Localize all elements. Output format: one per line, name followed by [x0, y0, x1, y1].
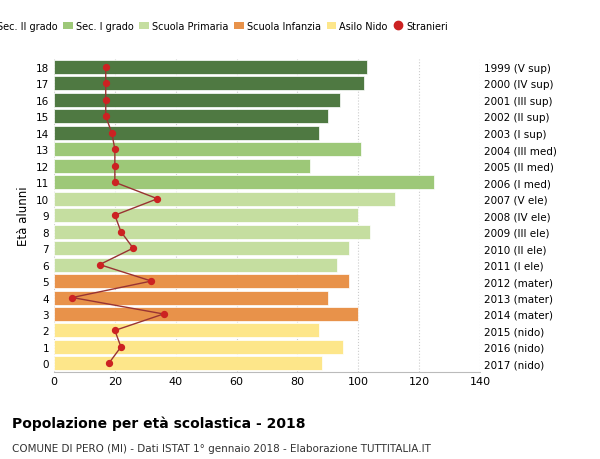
Bar [54, 192, 395, 206]
Bar [54, 110, 328, 124]
Point [110, 212, 119, 219]
Point [104, 360, 113, 367]
Legend: Sec. II grado, Sec. I grado, Scuola Primaria, Scuola Infanzia, Asilo Nido, Stran: Sec. II grado, Sec. I grado, Scuola Prim… [0, 18, 452, 35]
Bar [54, 340, 343, 354]
Point [128, 245, 138, 252]
Point [152, 196, 162, 203]
Bar [54, 308, 358, 321]
Y-axis label: Età alunni: Età alunni [17, 186, 31, 246]
Point [67, 294, 77, 302]
Bar [54, 77, 364, 91]
Bar [54, 143, 361, 157]
Bar [54, 176, 434, 190]
Point [107, 130, 116, 137]
Text: COMUNE DI PERO (MI) - Dati ISTAT 1° gennaio 2018 - Elaborazione TUTTITALIA.IT: COMUNE DI PERO (MI) - Dati ISTAT 1° genn… [12, 443, 431, 453]
Point [110, 163, 119, 170]
Bar [54, 324, 319, 338]
Point [116, 229, 126, 236]
Bar [54, 357, 322, 370]
Point [101, 97, 110, 104]
Bar [54, 225, 370, 239]
Point [146, 278, 156, 285]
Bar [54, 209, 358, 223]
Text: Popolazione per età scolastica - 2018: Popolazione per età scolastica - 2018 [12, 415, 305, 430]
Bar [54, 61, 367, 75]
Point [159, 311, 169, 318]
Bar [54, 94, 340, 108]
Bar [54, 274, 349, 288]
Bar [54, 127, 319, 140]
Point [101, 81, 110, 88]
Bar [54, 159, 310, 174]
Point [95, 261, 104, 269]
Point [101, 64, 110, 72]
Bar [54, 291, 328, 305]
Point [116, 343, 126, 351]
Point [101, 113, 110, 121]
Point [110, 146, 119, 154]
Point [110, 179, 119, 186]
Point [110, 327, 119, 335]
Bar [54, 258, 337, 272]
Bar [54, 241, 349, 256]
